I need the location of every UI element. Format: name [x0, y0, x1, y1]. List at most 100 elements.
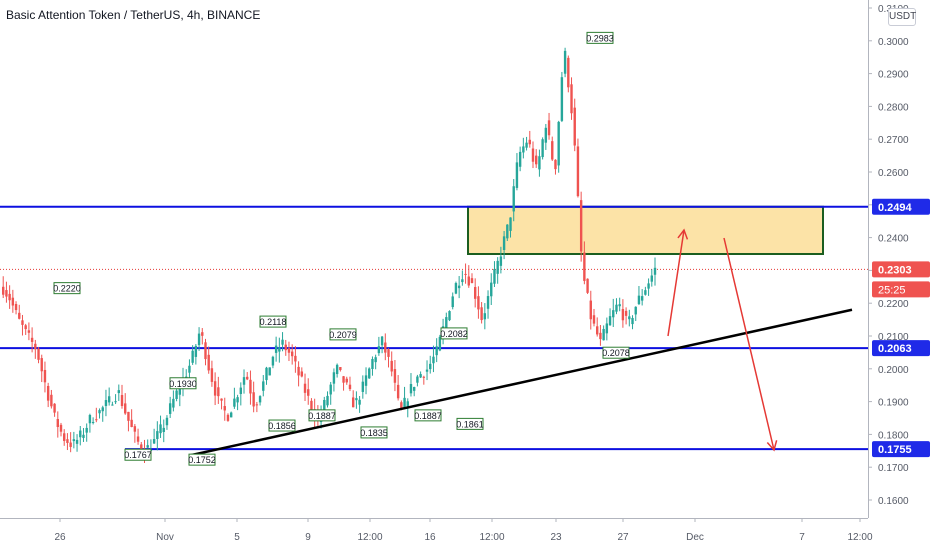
pivot-label: 0.2079: [329, 330, 357, 340]
candle-body: [637, 295, 641, 305]
candle-body: [628, 316, 631, 320]
candle-body: [310, 400, 313, 411]
candle-body: [265, 367, 268, 381]
candle-body: [348, 384, 352, 390]
up-arrow: [667, 229, 685, 337]
pivot-label-box: [124, 448, 152, 461]
candle-body: [274, 345, 278, 353]
y-tick-label: 0.1900: [878, 398, 909, 409]
y-tick-label: 0.2000: [878, 365, 909, 376]
candle-body: [470, 278, 474, 283]
pivot-label: 0.1887: [308, 411, 336, 421]
x-tick-label: 7: [799, 532, 805, 543]
pivot-label: 0.2082: [440, 329, 468, 339]
candle-body: [544, 127, 548, 143]
candle-body: [223, 406, 226, 411]
candle-body: [175, 390, 178, 399]
pivot-label: 0.2118: [260, 317, 287, 327]
candle-body: [653, 267, 657, 275]
pivot-label-box: [169, 377, 197, 390]
candle-body: [371, 359, 374, 370]
candle-body: [140, 444, 143, 450]
pivot-label-box: [53, 282, 81, 295]
candle-body: [480, 307, 483, 321]
candle-body: [634, 306, 637, 315]
candle-body: [165, 417, 169, 426]
candle-body: [201, 332, 204, 336]
candle-body: [255, 404, 259, 406]
pivot-label-box: [456, 417, 484, 430]
candle-body: [300, 371, 304, 377]
currency-badge[interactable]: USDT: [888, 8, 916, 26]
pivot-label: 0.1767: [124, 450, 152, 460]
candle-body: [499, 256, 503, 266]
candle-body: [364, 375, 368, 386]
pivot-label-box: [268, 419, 296, 432]
pivot-label-box: [440, 327, 468, 340]
current-price-label-box: [872, 261, 930, 278]
pivot-label: 0.1752: [188, 455, 216, 465]
candle-body: [535, 155, 538, 165]
candle-body: [518, 151, 522, 167]
candles: [2, 47, 657, 463]
x-tick-label: 16: [424, 532, 436, 543]
candle-body: [21, 320, 24, 325]
candle-body: [361, 381, 365, 392]
candle-body: [416, 376, 419, 383]
candle-body: [188, 365, 191, 373]
candle-body: [624, 310, 628, 316]
candle-body: [612, 310, 615, 318]
pivot-label: 0.2220: [53, 284, 81, 294]
candle-body: [233, 398, 236, 407]
candle-body: [207, 354, 210, 371]
candle-body: [608, 316, 612, 326]
candle-body: [136, 436, 140, 442]
price-level-label: 0.1755: [878, 444, 912, 456]
y-tick-label: 0.1600: [878, 496, 909, 507]
candle-body: [390, 360, 393, 372]
candle-body: [512, 186, 515, 212]
candle-body: [464, 273, 467, 275]
down-arrow: [723, 237, 775, 451]
candle-body: [621, 309, 625, 321]
candle-body: [461, 279, 464, 283]
candle-body: [631, 317, 634, 325]
candle-body: [297, 366, 300, 376]
candle-body: [496, 260, 499, 274]
price-level-label: 0.2063: [878, 343, 912, 355]
candle-body: [596, 326, 599, 335]
candle-body: [570, 84, 573, 114]
candle-body: [14, 304, 18, 311]
candle-body: [531, 148, 535, 162]
candle-body: [432, 356, 435, 364]
candle-body: [284, 344, 287, 351]
candle-body: [473, 287, 477, 299]
candle-body: [91, 421, 95, 423]
candle-body: [30, 337, 34, 342]
candle-body: [162, 427, 165, 432]
current-price-label: 0.2303: [878, 264, 912, 276]
candle-body: [454, 283, 458, 294]
candle-body: [412, 387, 416, 391]
candle-body: [156, 431, 159, 439]
x-tick-label: 23: [550, 532, 562, 543]
candle-body: [82, 434, 85, 438]
candle-body: [335, 364, 339, 375]
candle-body: [258, 396, 262, 403]
candle-body: [2, 286, 5, 295]
candle-body: [560, 77, 564, 121]
candle-body: [650, 275, 653, 282]
candle-body: [130, 419, 133, 428]
y-tick-label: 0.3000: [878, 37, 909, 48]
candle-body: [599, 332, 602, 340]
candle-body: [95, 419, 98, 421]
candle-body: [56, 419, 59, 427]
y-tick-label: 0.2200: [878, 299, 909, 310]
candle-body: [351, 397, 355, 408]
candle-body: [419, 374, 422, 378]
candle-body: [11, 297, 15, 306]
candle-body: [493, 269, 496, 284]
countdown-label: 25:25: [878, 284, 906, 296]
